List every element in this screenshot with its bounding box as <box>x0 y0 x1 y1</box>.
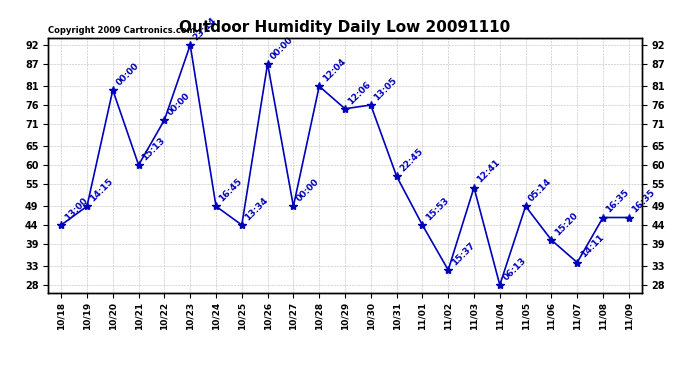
Text: 05:14: 05:14 <box>527 177 553 204</box>
Text: 12:41: 12:41 <box>475 158 502 185</box>
Text: 13:34: 13:34 <box>243 195 270 222</box>
Text: 12:04: 12:04 <box>321 57 347 84</box>
Text: 13:05: 13:05 <box>372 76 399 102</box>
Text: Copyright 2009 Cartronics.com: Copyright 2009 Cartronics.com <box>48 26 195 35</box>
Text: 12:06: 12:06 <box>346 80 373 106</box>
Text: 14:11: 14:11 <box>579 233 605 260</box>
Text: 06:13: 06:13 <box>501 256 528 282</box>
Text: 00:00: 00:00 <box>114 61 141 87</box>
Text: 00:00: 00:00 <box>166 91 192 117</box>
Text: 16:35: 16:35 <box>604 188 631 215</box>
Text: 13:00: 13:00 <box>63 196 89 222</box>
Text: 00:00: 00:00 <box>295 177 321 204</box>
Text: 22:45: 22:45 <box>398 147 424 174</box>
Text: 16:45: 16:45 <box>217 177 244 204</box>
Text: 00:00: 00:00 <box>269 35 295 61</box>
Text: 23:14: 23:14 <box>192 15 218 42</box>
Text: 15:13: 15:13 <box>140 136 166 162</box>
Title: Outdoor Humidity Daily Low 20091110: Outdoor Humidity Daily Low 20091110 <box>179 20 511 35</box>
Text: 16:35: 16:35 <box>630 188 657 215</box>
Text: 15:37: 15:37 <box>450 240 476 267</box>
Text: 15:20: 15:20 <box>553 211 580 237</box>
Text: 14:15: 14:15 <box>88 177 115 204</box>
Text: 15:53: 15:53 <box>424 196 451 222</box>
